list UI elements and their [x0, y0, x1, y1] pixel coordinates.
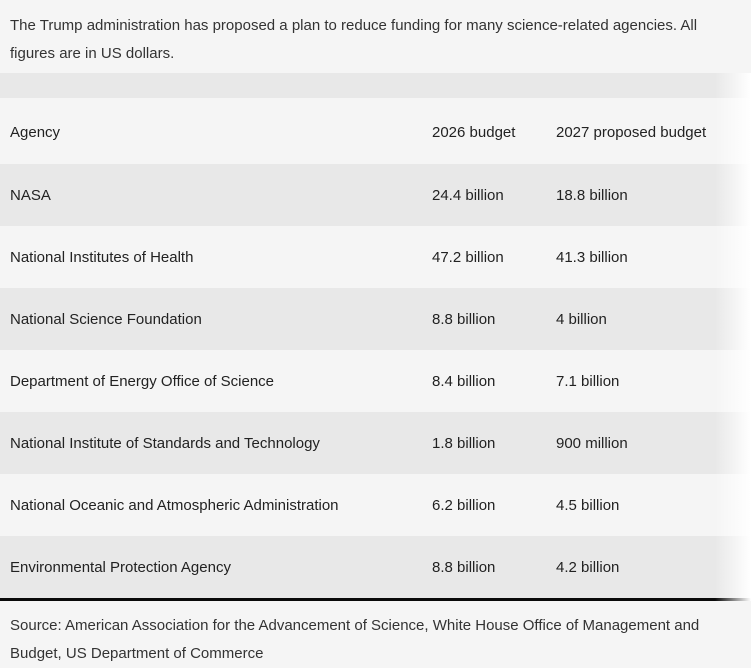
budget-2027-cell: 7.1 billion: [556, 372, 620, 390]
column-header-2027-proposed-budget: 2027 proposed budget: [556, 123, 707, 141]
budget-2027-cell: 18.8 billion: [556, 186, 628, 204]
table-body: NASA 24.4 billion 18.8 billion National …: [0, 164, 751, 598]
table-row: National Institutes of Health 47.2 billi…: [0, 226, 751, 288]
budget-2027-cell: 4.2 billion: [556, 558, 620, 576]
budget-2026-cell: 8.8 billion: [432, 310, 496, 328]
agency-cell: National Institute of Standards and Tech…: [10, 434, 320, 452]
header-row: Agency 2026 budget 2027 proposed budget: [0, 100, 751, 164]
agency-cell: National Institutes of Health: [10, 248, 194, 266]
agency-cell: National Science Foundation: [10, 310, 202, 328]
budget-2027-cell: 41.3 billion: [556, 248, 628, 266]
agency-cell: NASA: [10, 186, 51, 204]
table-header: Agency 2026 budget 2027 proposed budget: [0, 100, 751, 164]
budget-2026-cell: 1.8 billion: [432, 434, 496, 452]
budget-2027-cell: 900 million: [556, 434, 628, 452]
table-row: National Science Foundation 8.8 billion …: [0, 288, 751, 350]
table-row: Environmental Protection Agency 8.8 bill…: [0, 536, 751, 598]
table-header-band: [0, 73, 751, 98]
budget-2027-cell: 4 billion: [556, 310, 607, 328]
agency-cell: Department of Energy Office of Science: [10, 372, 275, 390]
budget-2026-cell: 24.4 billion: [432, 186, 504, 204]
budget-2027-cell: 4.5 billion: [556, 496, 620, 514]
agency-cell: National Oceanic and Atmospheric Adminis…: [10, 496, 339, 514]
table-row: NASA 24.4 billion 18.8 billion: [0, 164, 751, 226]
table-caption: The Trump administration has proposed a …: [10, 17, 698, 62]
table-container: Agency 2026 budget 2027 proposed budget …: [0, 73, 751, 601]
budget-2026-cell: 8.4 billion: [432, 372, 496, 390]
table-bottom-divider: [0, 598, 751, 601]
table-row: National Oceanic and Atmospheric Adminis…: [0, 474, 751, 536]
column-header-2026-budget: 2026 budget: [432, 123, 516, 141]
column-header-agency: Agency: [10, 123, 61, 141]
budget-2026-cell: 6.2 billion: [432, 496, 496, 514]
table-row: Department of Energy Office of Science 8…: [0, 350, 751, 412]
agency-cell: Environmental Protection Agency: [10, 558, 231, 576]
source-attribution: Source: American Association for the Adv…: [10, 617, 700, 662]
budget-table: Agency 2026 budget 2027 proposed budget …: [0, 100, 751, 598]
table-row: National Institute of Standards and Tech…: [0, 412, 751, 474]
budget-2026-cell: 47.2 billion: [432, 248, 504, 266]
budget-2026-cell: 8.8 billion: [432, 558, 496, 576]
